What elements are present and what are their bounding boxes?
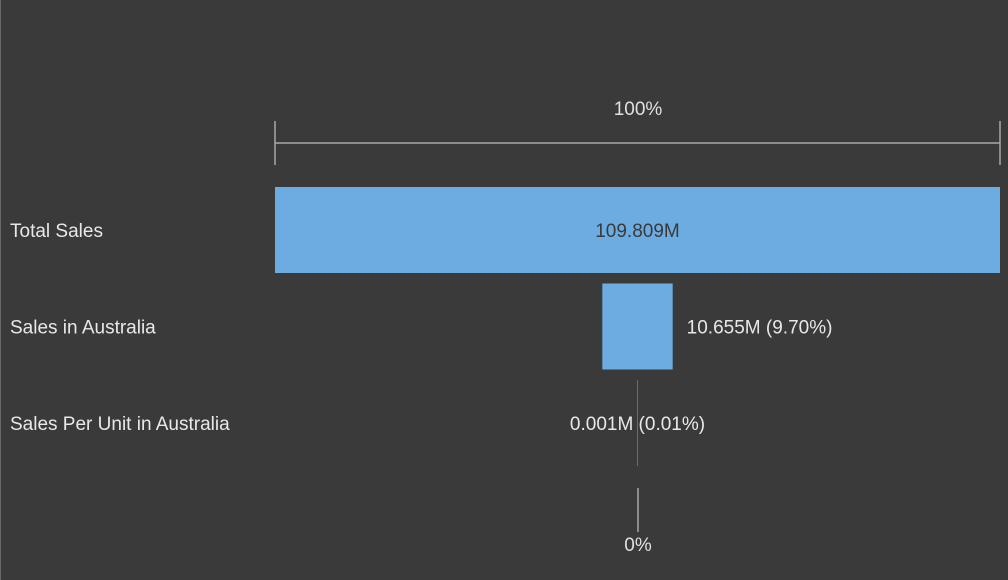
- stage-category-label: Sales Per Unit in Australia: [10, 414, 230, 435]
- stage-category-label: Total Sales: [10, 221, 103, 242]
- funnel-stages: Total Sales 109.809M Sales in Australia 10.…: [10, 187, 1000, 466]
- top-scale: 100%: [274, 99, 1001, 165]
- top-scale-label: 100%: [614, 99, 663, 120]
- stage-value-label: 0.001M (0.01%): [570, 414, 705, 435]
- stage-value-label: 109.809M: [595, 221, 680, 242]
- stage-value-label: 10.655M (9.70%): [687, 318, 833, 339]
- stage-bar[interactable]: [275, 187, 1000, 273]
- funnel-stage: Sales in Australia 10.655M (9.70%): [10, 283, 833, 370]
- stage-bar[interactable]: [637, 380, 638, 466]
- funnel-stage: Total Sales 109.809M: [10, 187, 1000, 273]
- bottom-scale-label: 0%: [624, 535, 652, 556]
- stage-bar[interactable]: [602, 283, 673, 370]
- stage-category-label: Sales in Australia: [10, 318, 156, 339]
- funnel-stage: Sales Per Unit in Australia 0.001M (0.01%…: [10, 380, 705, 466]
- bottom-scale: 0%: [624, 488, 652, 556]
